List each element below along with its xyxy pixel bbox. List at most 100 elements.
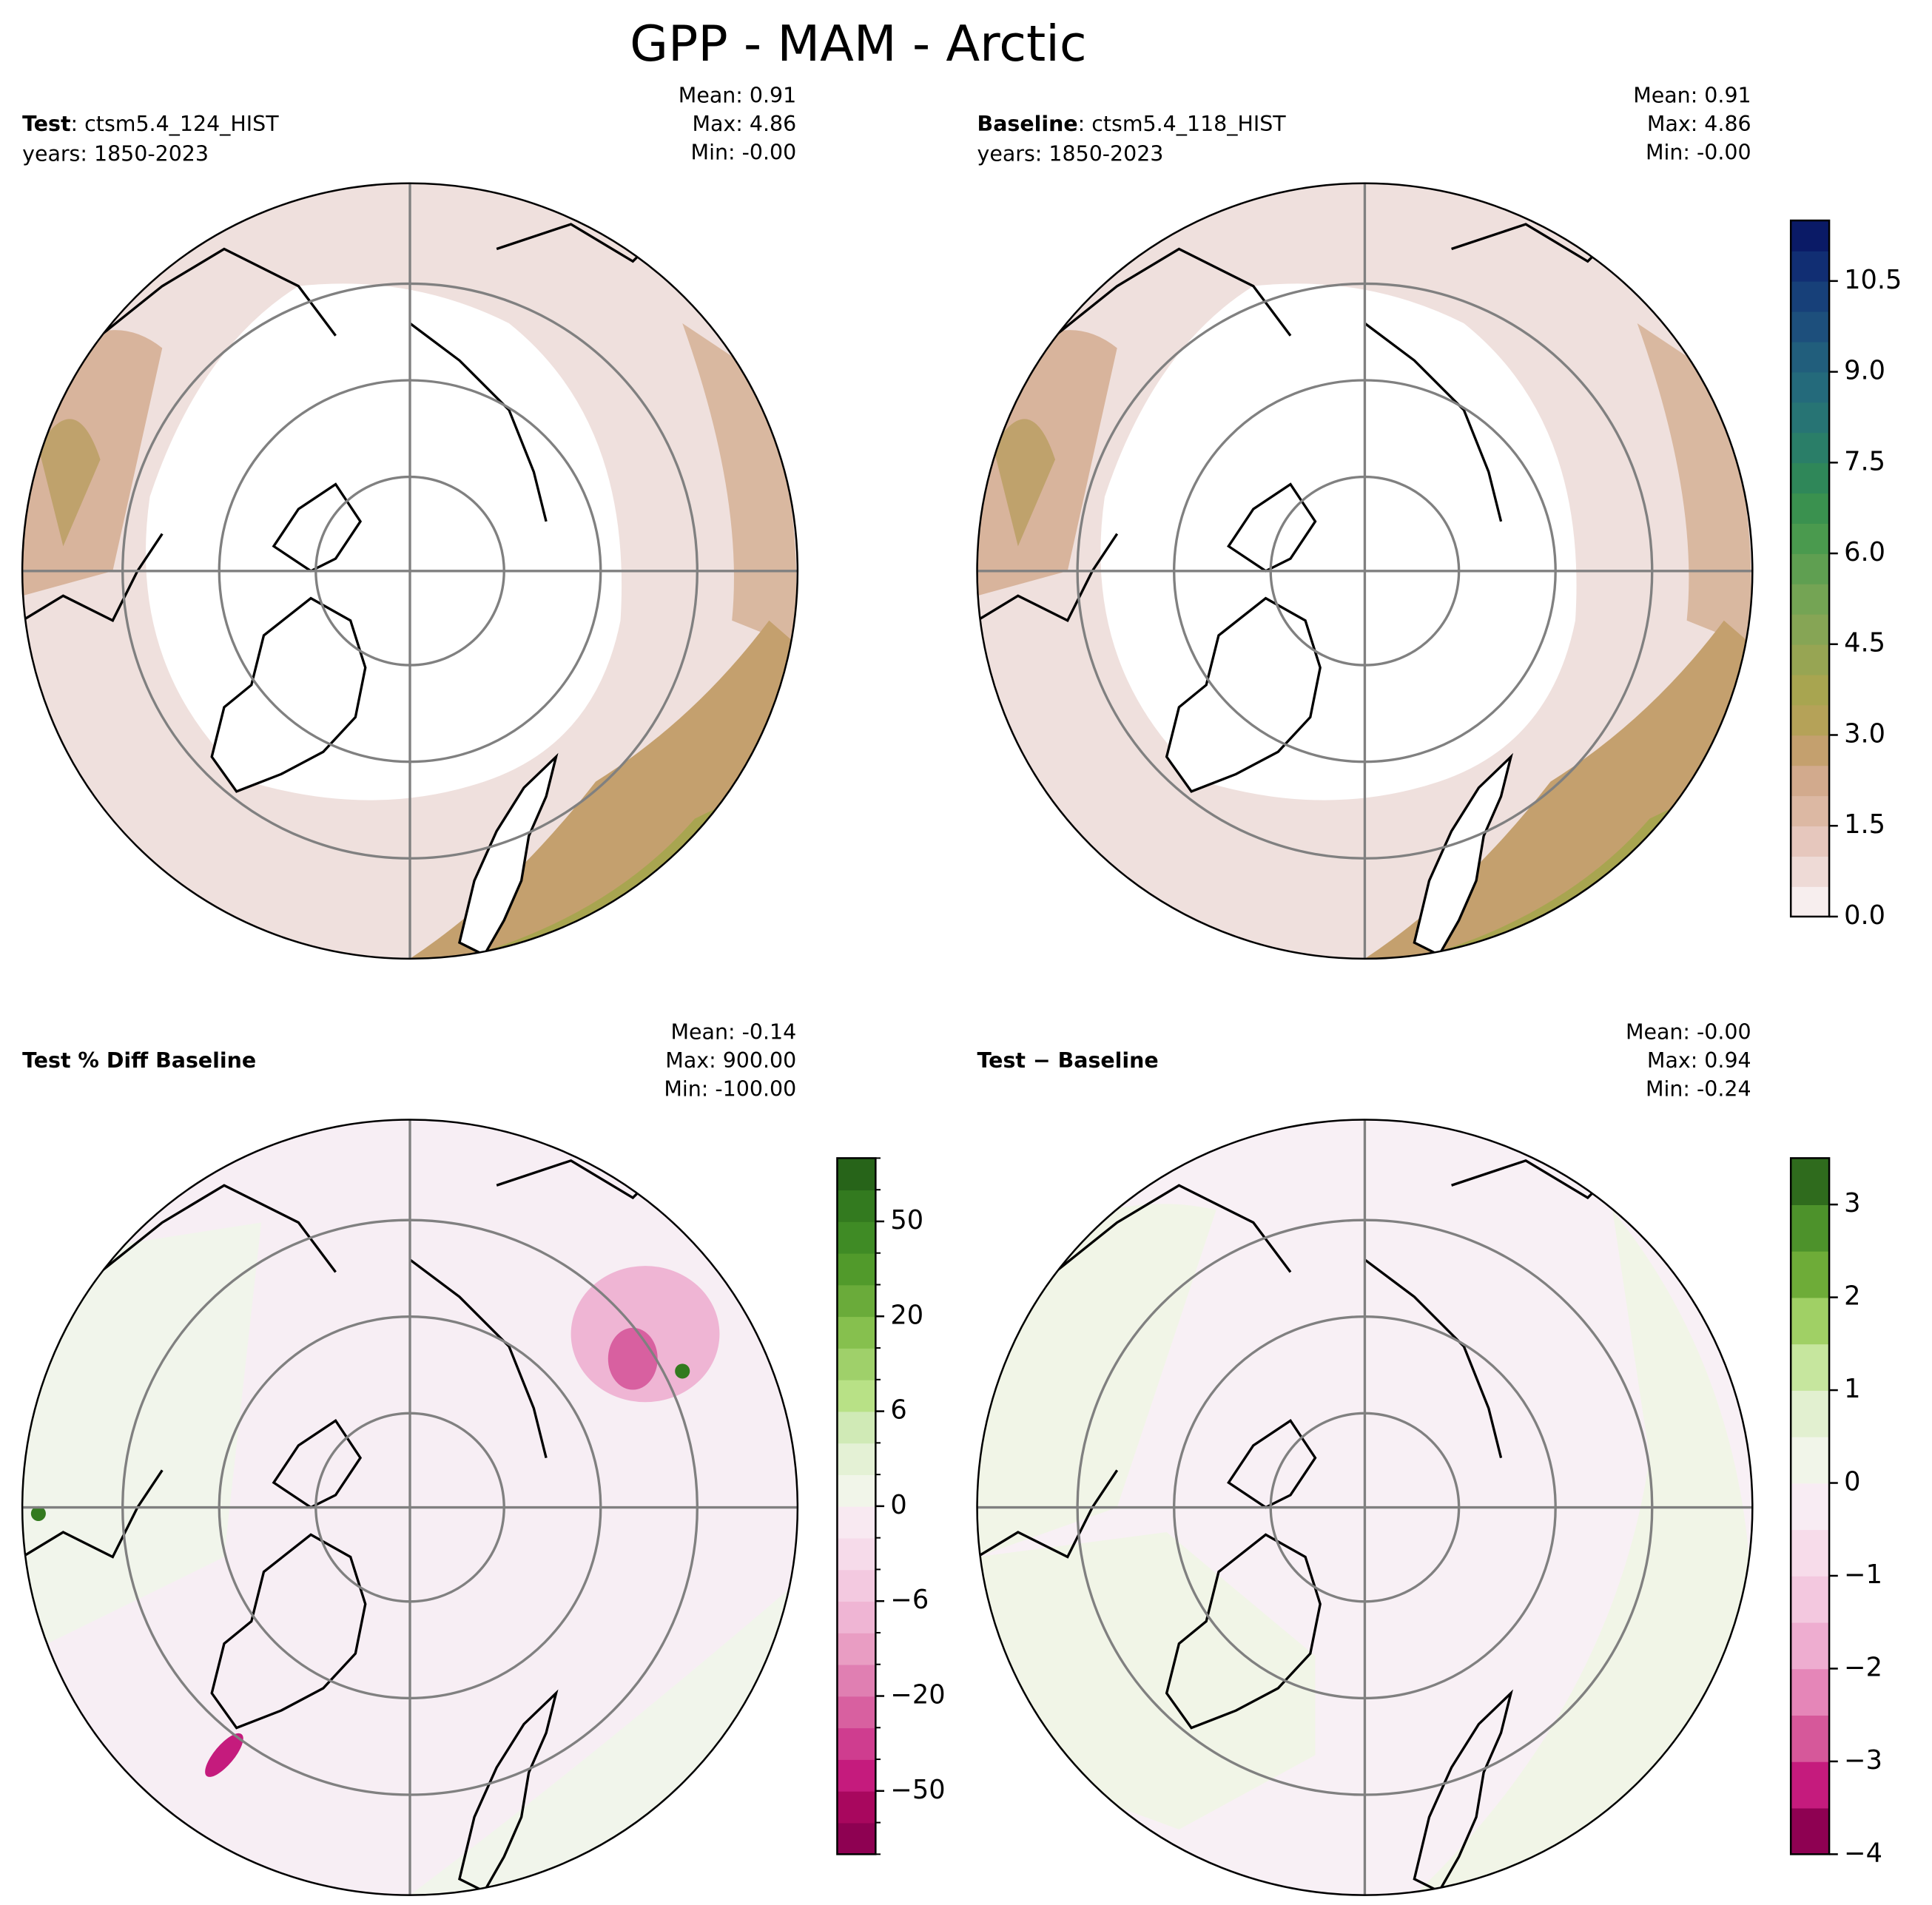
colorbar-frame — [1789, 219, 1831, 918]
land-field — [993, 419, 1056, 547]
panel-stat: Max: 900.00 — [665, 1048, 796, 1073]
colorbar-band — [1791, 311, 1830, 343]
colorbar-band — [1791, 1483, 1830, 1531]
figure-title: GPP - MAM - Arctic — [630, 15, 1087, 73]
colorbar-tick-label: 0.0 — [1844, 900, 1885, 931]
colorbar-band — [837, 1537, 876, 1571]
colorbar-tick-label: 6 — [890, 1395, 906, 1426]
coastline — [210, 1533, 367, 1730]
colorbar-frame — [1789, 1157, 1831, 1855]
colorbar-band — [837, 1664, 876, 1697]
colorbar-tick-label: 6.0 — [1844, 537, 1885, 567]
map-boundary — [976, 182, 1754, 960]
colorbar-band — [1791, 826, 1830, 857]
panel-years: years: 1850-2023 — [22, 141, 209, 166]
map-panel: Test: ctsm5.4_124_HIST years: 1850-2023 Me… — [21, 84, 799, 960]
colorbar-tick-label: 1 — [1844, 1374, 1860, 1404]
colorbar-tick-label: 3 — [1844, 1188, 1860, 1218]
change-field — [675, 1363, 690, 1379]
panel-label: Test − Baseline — [977, 1048, 1159, 1073]
coastline — [977, 1469, 1119, 1559]
colorbar-tick-label: 50 — [890, 1205, 923, 1235]
map-field — [977, 1119, 1753, 1895]
land-field — [38, 419, 101, 547]
colorbar-band — [1791, 402, 1830, 434]
colorbar-tick-label: 0 — [890, 1490, 906, 1520]
panel-label-bold: Test — [22, 112, 70, 136]
colorbar-band — [1791, 1390, 1830, 1437]
panel-stat: Min: -0.00 — [691, 141, 797, 165]
colorbar-band — [1791, 493, 1830, 524]
colorbar-band — [1791, 1668, 1830, 1716]
panel-stat: Max: 0.94 — [1647, 1048, 1751, 1073]
colorbar-band — [1791, 674, 1830, 706]
panel-label: Test: ctsm5.4_124_HIST — [22, 112, 279, 136]
panel-label-name: : ctsm5.4_118_HIST — [1078, 112, 1287, 136]
map-boundary — [21, 182, 799, 960]
change-field — [30, 1506, 46, 1521]
colorbar-band — [1791, 220, 1830, 252]
panel-stat: Max: 4.86 — [1647, 112, 1751, 136]
panel-label-bold: Test % Diff Baseline — [22, 1048, 256, 1073]
map-panel: Test % Diff Baseline Mean: -0.14 Max: 900.… — [21, 1019, 799, 1896]
map-panel: Test − Baseline Mean: -0.00 Max: 0.94 Min: … — [976, 1019, 1754, 1896]
colorbar-tick-label: −1 — [1844, 1560, 1882, 1590]
coastline — [408, 1258, 548, 1459]
colorbar-band — [837, 1632, 876, 1665]
panel-stat: Mean: -0.14 — [671, 1019, 797, 1044]
colorbar-band — [837, 1411, 876, 1444]
panel-label: Baseline: ctsm5.4_118_HIST — [977, 112, 1287, 136]
map-boundary — [976, 1119, 1754, 1896]
panel-label-name: : ctsm5.4_124_HIST — [71, 112, 280, 136]
colorbar-band — [837, 1822, 876, 1855]
colorbar-band — [837, 1379, 876, 1412]
colorbar-tick-label: 2 — [1844, 1281, 1860, 1312]
panel-stat: Min: -0.00 — [1646, 141, 1751, 165]
map-field — [977, 183, 1753, 959]
colorbar-band — [837, 1316, 876, 1349]
colorbar-band — [1791, 765, 1830, 797]
colorbar-tick-label: −6 — [890, 1585, 929, 1615]
panel-stat: Mean: 0.91 — [679, 84, 796, 108]
colorbar-tick-label: 7.5 — [1844, 446, 1885, 476]
colorbar: 0.0 1.5 3.0 4.5 6.0 7.5 9.0 10.5 — [1789, 219, 1902, 931]
colorbar-band — [837, 1727, 876, 1760]
colorbar-band — [837, 1158, 876, 1191]
colorbar-band — [1791, 1715, 1830, 1762]
panel-label-bold: Test − Baseline — [977, 1048, 1159, 1073]
colorbar-tick-label: 3.0 — [1844, 718, 1885, 749]
colorbar-band — [1791, 1158, 1830, 1205]
map-field — [22, 1119, 798, 1895]
map-panel: Baseline: ctsm5.4_118_HIST years: 1850-20… — [976, 84, 1754, 960]
colorbar-band — [1791, 856, 1830, 887]
colorbar-band — [837, 1474, 876, 1507]
colorbar-band — [1791, 1622, 1830, 1670]
coastline — [977, 533, 1119, 623]
colorbar-band — [1791, 644, 1830, 675]
colorbar-band — [837, 1759, 876, 1792]
coastline — [1364, 1258, 1503, 1459]
colorbar-tick-label: 4.5 — [1844, 628, 1885, 658]
colorbar-band — [1791, 462, 1830, 494]
panel-stat: Mean: 0.91 — [1633, 84, 1751, 108]
colorbar-tick-label: −2 — [1844, 1652, 1882, 1682]
colorbar-band — [1791, 1297, 1830, 1345]
colorbar-band — [1791, 1761, 1830, 1809]
coastline — [99, 1184, 337, 1273]
colorbar-band — [837, 1506, 876, 1539]
colorbar: −50 −20 −6 0 6 20 50 — [836, 1157, 946, 1855]
colorbar-band — [837, 1284, 876, 1318]
colorbar-tick-label: 9.0 — [1844, 356, 1885, 386]
change-field — [607, 1327, 658, 1390]
colorbar-band — [837, 1443, 876, 1475]
colorbar-band — [1791, 704, 1830, 736]
colorbar-band — [1791, 1436, 1830, 1484]
colorbar-band — [837, 1348, 876, 1380]
colorbar-band — [1791, 341, 1830, 373]
colorbar-band — [837, 1221, 876, 1254]
colorbar-tick-label: 1.5 — [1844, 809, 1885, 840]
colorbar-tick-label: 10.5 — [1844, 265, 1902, 295]
coastline — [22, 1469, 164, 1559]
colorbar-tick-label: 0 — [1844, 1467, 1860, 1497]
